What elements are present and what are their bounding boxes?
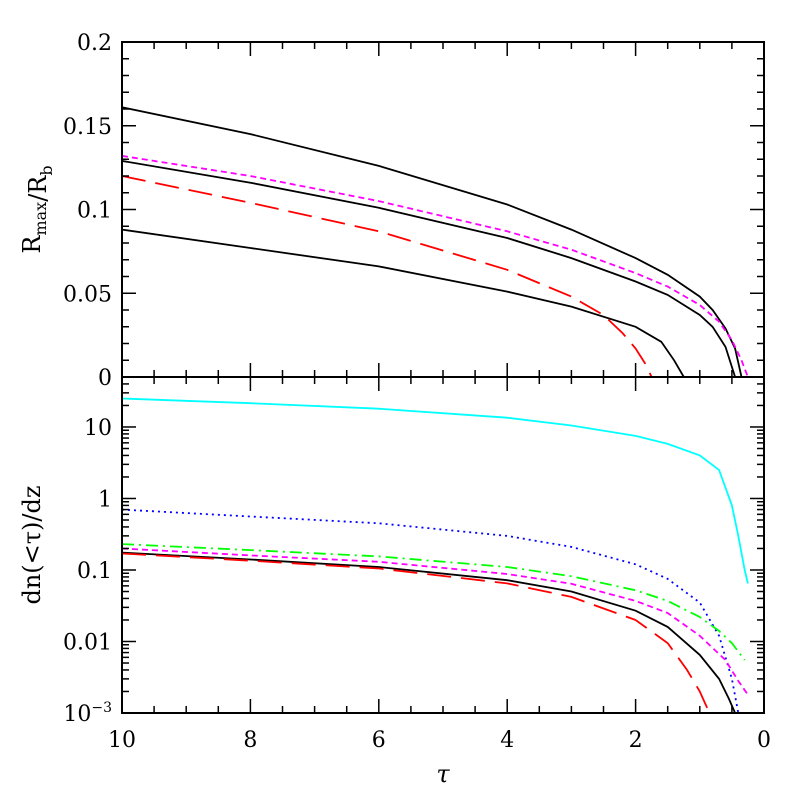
bottom-series-4 xyxy=(122,547,749,696)
bottom-series-2 xyxy=(122,508,740,713)
x-tick-label: 10 xyxy=(108,728,136,753)
bottom-ytick-label: 0.01 xyxy=(63,630,112,655)
top-series-5 xyxy=(122,228,685,377)
top-series-4 xyxy=(122,175,653,377)
bottom-series-6 xyxy=(122,552,711,713)
top-series-2 xyxy=(122,155,749,377)
top-ytick-label: 0.1 xyxy=(77,199,112,224)
top-panel: 0 0.05 0.1 0.15 0.2 Rmax/Rb xyxy=(18,31,765,391)
bottom-series-group xyxy=(122,397,749,713)
x-tick-label: 6 xyxy=(372,728,386,753)
bottom-y-axis-label: dn(<τ)/dz xyxy=(18,485,46,604)
bottom-ytick-label: 10−3 xyxy=(63,700,112,727)
x-axis-label: τ xyxy=(436,760,450,788)
bottom-ytick-label: 0.1 xyxy=(77,559,112,584)
top-ytick-label: 0 xyxy=(98,366,112,391)
bottom-panel: 10−3 0.01 0.1 1 10 10 8 6 4 2 0 τ dn(<τ)/dz xyxy=(18,376,771,788)
top-series-3 xyxy=(122,160,736,377)
bottom-series-5 xyxy=(122,551,736,713)
x-tick-label: 8 xyxy=(243,728,257,753)
bottom-series-3 xyxy=(122,543,746,661)
x-tick-label: 4 xyxy=(500,728,514,753)
top-y-axis-label: Rmax/Rb xyxy=(18,165,56,253)
top-series-group xyxy=(122,106,749,377)
x-tick-label: 0 xyxy=(757,728,771,753)
top-ytick-label: 0.2 xyxy=(77,31,112,56)
top-series-1 xyxy=(122,106,743,377)
x-tick-label: 2 xyxy=(629,728,643,753)
bottom-frame xyxy=(121,376,765,714)
top-ytick-label: 0.15 xyxy=(63,115,112,140)
top-ytick-label: 0.05 xyxy=(63,282,112,307)
bottom-ytick-label: 1 xyxy=(98,487,112,512)
bottom-ytick-label: 10 xyxy=(84,416,112,441)
top-frame xyxy=(121,41,765,378)
bottom-series-1 xyxy=(122,397,749,584)
